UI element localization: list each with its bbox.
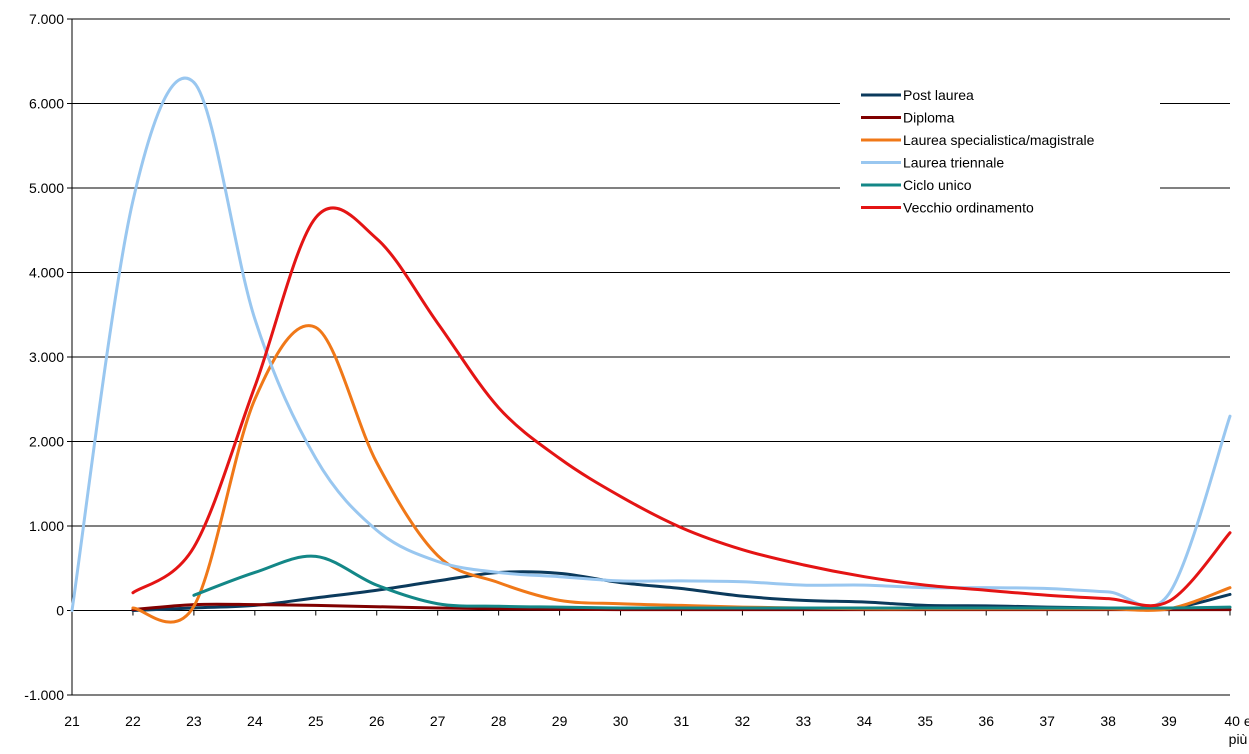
- x-tick-label: 31: [674, 713, 690, 729]
- x-tick-label: 33: [796, 713, 812, 729]
- x-tick-label: 24: [247, 713, 263, 729]
- x-tick-labels: 21 22 23 24 25 26 27 28 29 30 31 32 33 34 35 36 37 38 39 40…: [64, 713, 1249, 747]
- x-tick-label: 39: [1161, 713, 1177, 729]
- x-tick-label: 35: [917, 713, 933, 729]
- x-tick-label: 23: [186, 713, 202, 729]
- y-tick-label: 2.000: [29, 434, 64, 450]
- x-tick-label: 21: [64, 713, 80, 729]
- legend: Post laurea Diploma Laurea specialistica/m…: [840, 83, 1160, 230]
- y-tick-label: 3.000: [29, 349, 64, 365]
- legend-label-post-laurea: Post laurea: [903, 87, 974, 103]
- series-lines: [70, 76, 1232, 624]
- y-tick-label: 6.000: [29, 96, 64, 112]
- x-tick-label: 40 e più: [1224, 713, 1249, 747]
- y-tick-label: 1.000: [29, 518, 64, 534]
- y-tick-label: -1.000: [24, 687, 64, 703]
- x-tick-label: 36: [978, 713, 994, 729]
- y-tick-label: 4.000: [29, 265, 64, 281]
- x-tick-label: 32: [735, 713, 751, 729]
- y-tick-label: 0: [56, 603, 64, 619]
- x-tick-label: 29: [552, 713, 568, 729]
- series-line-laurea-triennale: [70, 76, 1232, 612]
- legend-label-laurea-specialistica-magistrale: Laurea specialistica/magistrale: [903, 132, 1095, 148]
- x-tick-label: 25: [308, 713, 324, 729]
- x-tick-label: 27: [430, 713, 446, 729]
- y-tick-label: 7.000: [29, 11, 64, 27]
- legend-label-laurea-triennale: Laurea triennale: [903, 155, 1004, 171]
- x-tick-label: 30: [613, 713, 629, 729]
- legend-label-vecchio-ordinamento: Vecchio ordinamento: [903, 200, 1034, 216]
- legend-label-diploma: Diploma: [903, 110, 955, 126]
- y-tick-label: 5.000: [29, 180, 64, 196]
- legend-label-ciclo-unico: Ciclo unico: [903, 177, 972, 193]
- series-line-laurea-specialistica-magistrale: [131, 324, 1232, 624]
- legend-box: [840, 83, 1160, 230]
- y-tick-labels: -1.000 0 1.000 2.000 3.000 4.000 5.000 6.000 7.0…: [24, 11, 64, 703]
- x-tick-label: 26: [369, 713, 385, 729]
- x-tick-label: 34: [857, 713, 873, 729]
- series-line-vecchio-ordinamento: [131, 206, 1232, 608]
- x-tick-label: 38: [1100, 713, 1116, 729]
- x-tick-label: 28: [491, 713, 507, 729]
- x-tick-label: 22: [125, 713, 141, 729]
- series-line-ciclo-unico: [192, 554, 1232, 610]
- x-tick-label: 37: [1039, 713, 1055, 729]
